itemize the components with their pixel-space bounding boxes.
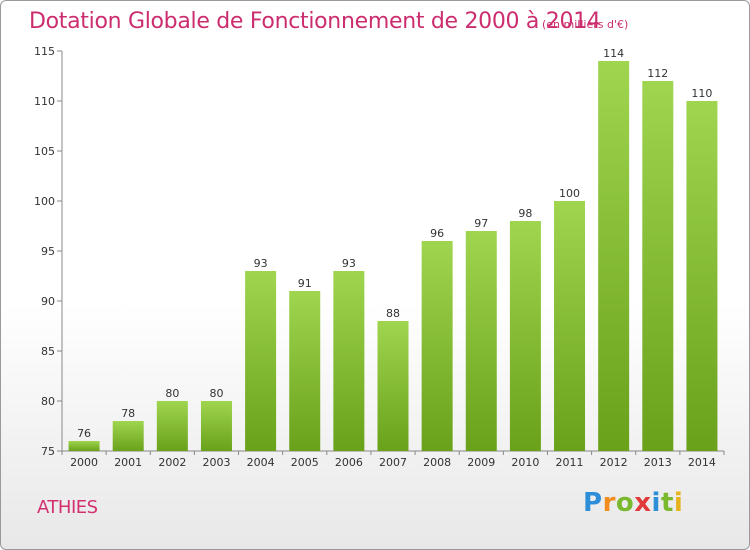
logo-letter: o xyxy=(615,488,635,518)
x-tick-label: 2008 xyxy=(423,456,451,469)
logo-letter: r xyxy=(602,488,616,518)
bar-2001 xyxy=(112,421,144,451)
chart-axes: 75 80 85 90 95 100 105 110 115 xyxy=(34,45,725,458)
value-label: 88 xyxy=(386,307,400,320)
bar-2007 xyxy=(377,321,409,451)
bar-2005 xyxy=(289,291,321,451)
bar-2011 xyxy=(554,201,586,451)
bar-2008 xyxy=(421,241,453,451)
value-label: 76 xyxy=(77,427,91,440)
value-label: 93 xyxy=(342,257,356,270)
bar-2004 xyxy=(245,271,277,451)
y-tick-label: 105 xyxy=(34,145,55,158)
y-tick-label: 95 xyxy=(41,245,55,258)
x-tick-label: 2006 xyxy=(335,456,363,469)
bar-2003 xyxy=(200,401,232,451)
x-tick-label: 2012 xyxy=(600,456,628,469)
x-tick-label: 2014 xyxy=(688,456,716,469)
value-label: 112 xyxy=(647,67,668,80)
x-tick-label: 2002 xyxy=(158,456,186,469)
y-tick-label: 80 xyxy=(41,395,55,408)
y-tick-label: 110 xyxy=(34,95,55,108)
logo-letter: i xyxy=(651,488,661,518)
value-label: 78 xyxy=(121,407,135,420)
y-tick-label: 90 xyxy=(41,295,55,308)
value-label: 80 xyxy=(165,387,179,400)
x-tick-label: 2007 xyxy=(379,456,407,469)
town-name: ATHIES xyxy=(37,497,98,518)
logo-letter: i xyxy=(673,488,684,518)
logo-letter: x xyxy=(634,488,652,518)
x-tick-label: 2004 xyxy=(247,456,275,469)
x-tick-label: 2001 xyxy=(114,456,142,469)
value-label: 98 xyxy=(518,207,532,220)
bar-2002 xyxy=(156,401,188,451)
x-tick-label: 2000 xyxy=(70,456,98,469)
bar-2000 xyxy=(68,441,100,451)
bar-2013 xyxy=(642,81,674,451)
logo-letter: P xyxy=(583,488,603,518)
value-label: 80 xyxy=(209,387,223,400)
value-label: 100 xyxy=(559,187,580,200)
value-label: 91 xyxy=(298,277,312,290)
value-label: 114 xyxy=(603,47,624,60)
y-tick-label: 75 xyxy=(41,445,55,458)
value-label: 97 xyxy=(474,217,488,230)
y-tick-label: 115 xyxy=(34,45,55,58)
x-tick-label: 2010 xyxy=(511,456,539,469)
bar-2006 xyxy=(333,271,365,451)
chart-labels: 2000 76 2001 78 2002 80 2003 80 2004 93 2005 91 2006… xyxy=(70,47,716,469)
x-tick-label: 2003 xyxy=(202,456,230,469)
logo-letter: t xyxy=(660,488,674,518)
bar-2012 xyxy=(598,61,630,451)
bar-2014 xyxy=(686,101,718,451)
x-tick-label: 2009 xyxy=(467,456,495,469)
x-tick-label: 2013 xyxy=(644,456,672,469)
value-label: 93 xyxy=(254,257,268,270)
chart-subtitle: (en milliers d'€) xyxy=(542,18,629,31)
value-label: 96 xyxy=(430,227,444,240)
chart-title: Dotation Globale de Fonctionnement de 20… xyxy=(29,9,601,34)
bar-2009 xyxy=(465,231,497,451)
y-tick-label: 100 xyxy=(34,195,55,208)
proxiti-logo[interactable]: Proxiti xyxy=(583,488,683,518)
chart-bars xyxy=(68,61,718,451)
x-tick-label: 2011 xyxy=(556,456,584,469)
y-tick-label: 85 xyxy=(41,345,55,358)
value-label: 110 xyxy=(691,87,712,100)
bar-2010 xyxy=(509,221,541,451)
x-tick-label: 2005 xyxy=(291,456,319,469)
